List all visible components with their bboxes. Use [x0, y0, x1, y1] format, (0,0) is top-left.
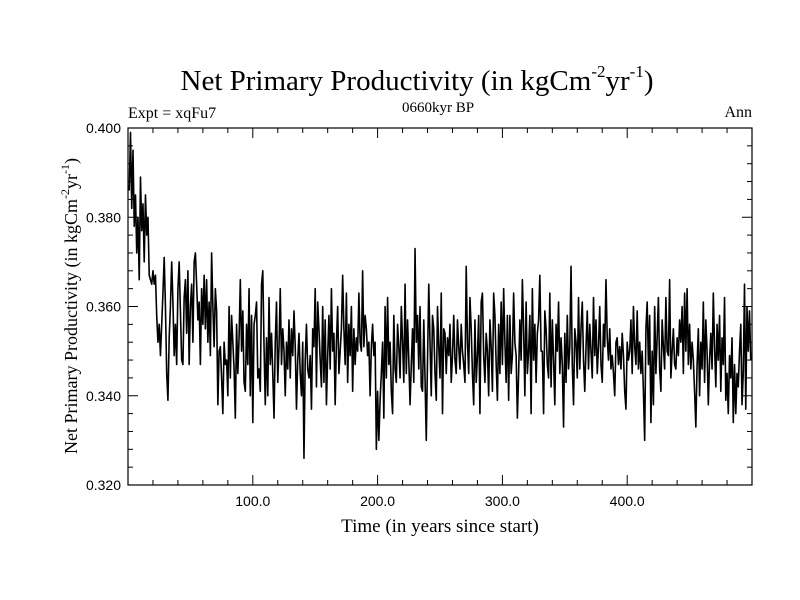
chart-title: Net Primary Productivity (in kgCm-2yr-1) — [181, 62, 654, 97]
chart-title-mid: yr — [605, 65, 630, 97]
y-axis-label-sup1: -2 — [58, 189, 72, 199]
subtitle-left: Expt = xqFu7 — [128, 105, 216, 122]
chart-title-sup1: -2 — [591, 62, 605, 81]
subtitle-center: 0660kyr BP — [402, 100, 474, 116]
y-axis-label-sup2: -1 — [58, 164, 72, 174]
x-tick-label: 400.0 — [610, 493, 645, 509]
y-axis-label: Net Primary Productivity (in kgCm-2yr-1) — [58, 158, 82, 454]
y-tick-label: 0.320 — [86, 477, 121, 493]
chart-title-sup2: -1 — [630, 62, 644, 81]
chart-title-end: ) — [644, 65, 654, 97]
y-axis-label-end: ) — [61, 158, 82, 164]
y-tick-label: 0.380 — [86, 209, 121, 225]
y-tick-label: 0.400 — [86, 120, 121, 136]
chart-title-main: Net Primary Productivity (in kgCm — [181, 65, 592, 97]
subtitle-right: Ann — [724, 104, 752, 121]
y-tick-label: 0.360 — [86, 299, 121, 315]
x-tick-label: 200.0 — [360, 493, 395, 509]
x-tick-label: 300.0 — [485, 493, 520, 509]
y-tick-label: 0.340 — [86, 388, 121, 404]
y-axis-label-main: Net Primary Productivity (in kgCm — [61, 199, 82, 454]
x-tick-label: 100.0 — [235, 493, 270, 509]
plot-frame — [127, 127, 753, 486]
y-axis-label-mid: yr — [61, 174, 81, 189]
series-line — [128, 131, 752, 460]
axis-ticks: 100.0 200.0 300.0 400.0 0.320 0.340 0.360 0.380… — [86, 120, 752, 509]
x-axis-label: Time (in years since start) — [341, 516, 539, 537]
